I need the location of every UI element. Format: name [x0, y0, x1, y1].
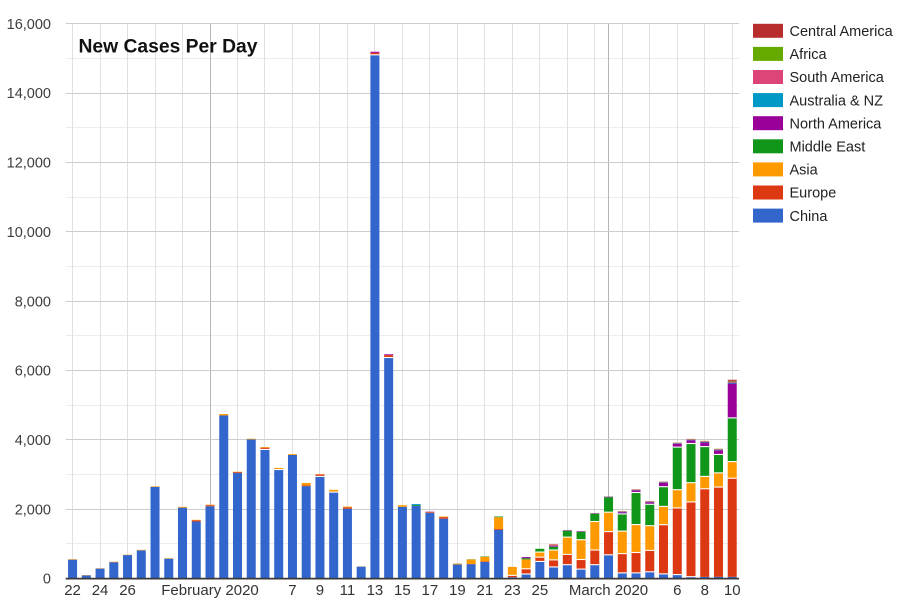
svg-text:March 2020: March 2020: [569, 582, 648, 599]
svg-text:15: 15: [394, 582, 411, 599]
svg-text:Europe: Europe: [790, 186, 837, 202]
svg-text:11: 11: [340, 582, 356, 599]
svg-text:21: 21: [477, 582, 494, 599]
svg-text:Australia & NZ: Australia & NZ: [790, 93, 884, 109]
svg-text:9: 9: [316, 582, 324, 599]
svg-text:February 2020: February 2020: [161, 582, 259, 599]
svg-text:China: China: [790, 209, 829, 225]
svg-text:10,000: 10,000: [7, 225, 51, 241]
svg-text:23: 23: [504, 582, 521, 599]
svg-text:4,000: 4,000: [15, 433, 51, 449]
svg-text:8: 8: [701, 582, 709, 599]
svg-text:24: 24: [92, 582, 109, 599]
svg-text:22: 22: [64, 582, 81, 599]
svg-text:17: 17: [422, 582, 439, 599]
svg-text:12,000: 12,000: [7, 156, 51, 172]
svg-text:North America: North America: [790, 116, 883, 132]
svg-text:Middle East: Middle East: [790, 140, 866, 156]
svg-text:16,000: 16,000: [7, 17, 51, 33]
svg-text:New Cases Per Day: New Cases Per Day: [79, 37, 258, 58]
svg-text:25: 25: [531, 582, 548, 599]
svg-text:13: 13: [367, 582, 384, 599]
svg-text:7: 7: [288, 582, 296, 599]
svg-text:14,000: 14,000: [7, 86, 51, 102]
svg-text:6: 6: [673, 582, 681, 599]
svg-text:10: 10: [724, 582, 741, 599]
svg-text:6,000: 6,000: [15, 364, 51, 380]
svg-text:19: 19: [449, 582, 466, 599]
svg-text:0: 0: [43, 572, 51, 588]
svg-text:Africa: Africa: [790, 47, 828, 63]
svg-text:Asia: Asia: [790, 163, 819, 179]
svg-text:South America: South America: [790, 70, 885, 86]
svg-text:8,000: 8,000: [15, 294, 51, 310]
svg-text:Central America: Central America: [790, 24, 894, 40]
svg-text:2,000: 2,000: [15, 502, 51, 518]
svg-text:26: 26: [119, 582, 136, 599]
